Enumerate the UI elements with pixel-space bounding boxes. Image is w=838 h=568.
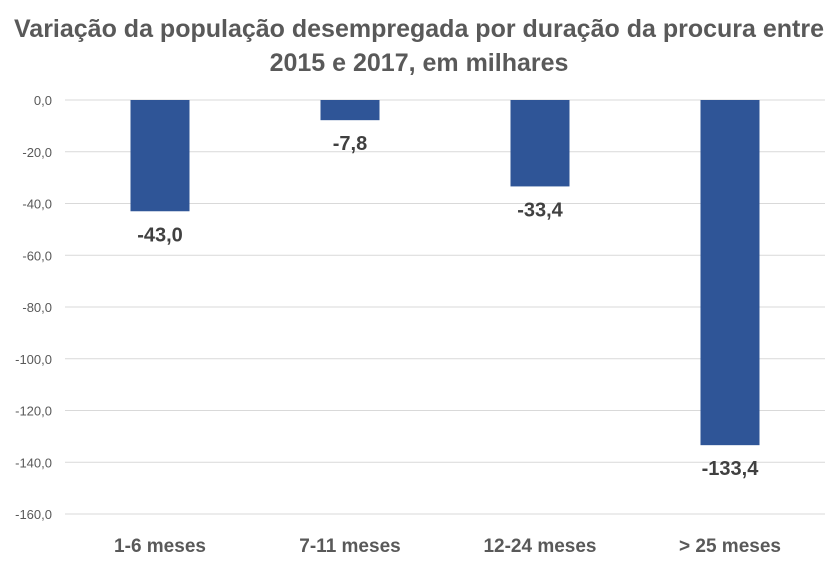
bar xyxy=(700,100,760,446)
data-label: -7,8 xyxy=(333,133,367,155)
y-tick-label: -20,0 xyxy=(22,145,52,160)
y-tick-label: -120,0 xyxy=(15,404,52,419)
x-tick-label: 7-11 meses xyxy=(299,536,400,557)
bar xyxy=(130,100,190,212)
x-tick-label: > 25 meses xyxy=(679,536,781,557)
y-tick-label: -100,0 xyxy=(15,352,52,367)
y-tick-label: 0,0 xyxy=(34,93,52,108)
y-tick-label: -80,0 xyxy=(22,300,52,315)
bar xyxy=(320,100,380,121)
y-tick-label: -60,0 xyxy=(22,248,52,263)
data-label: -43,0 xyxy=(137,224,183,246)
data-label: -133,4 xyxy=(702,458,760,480)
y-tick-label: -40,0 xyxy=(22,197,52,212)
data-label: -33,4 xyxy=(517,199,563,221)
bar xyxy=(510,100,570,187)
y-tick-label: -140,0 xyxy=(15,455,52,470)
y-tick-label: -160,0 xyxy=(15,507,52,522)
chart-title: Variação da população desempregada por d… xyxy=(14,15,824,77)
x-tick-label: 1-6 meses xyxy=(114,536,206,557)
x-tick-label: 12-24 meses xyxy=(483,536,596,557)
